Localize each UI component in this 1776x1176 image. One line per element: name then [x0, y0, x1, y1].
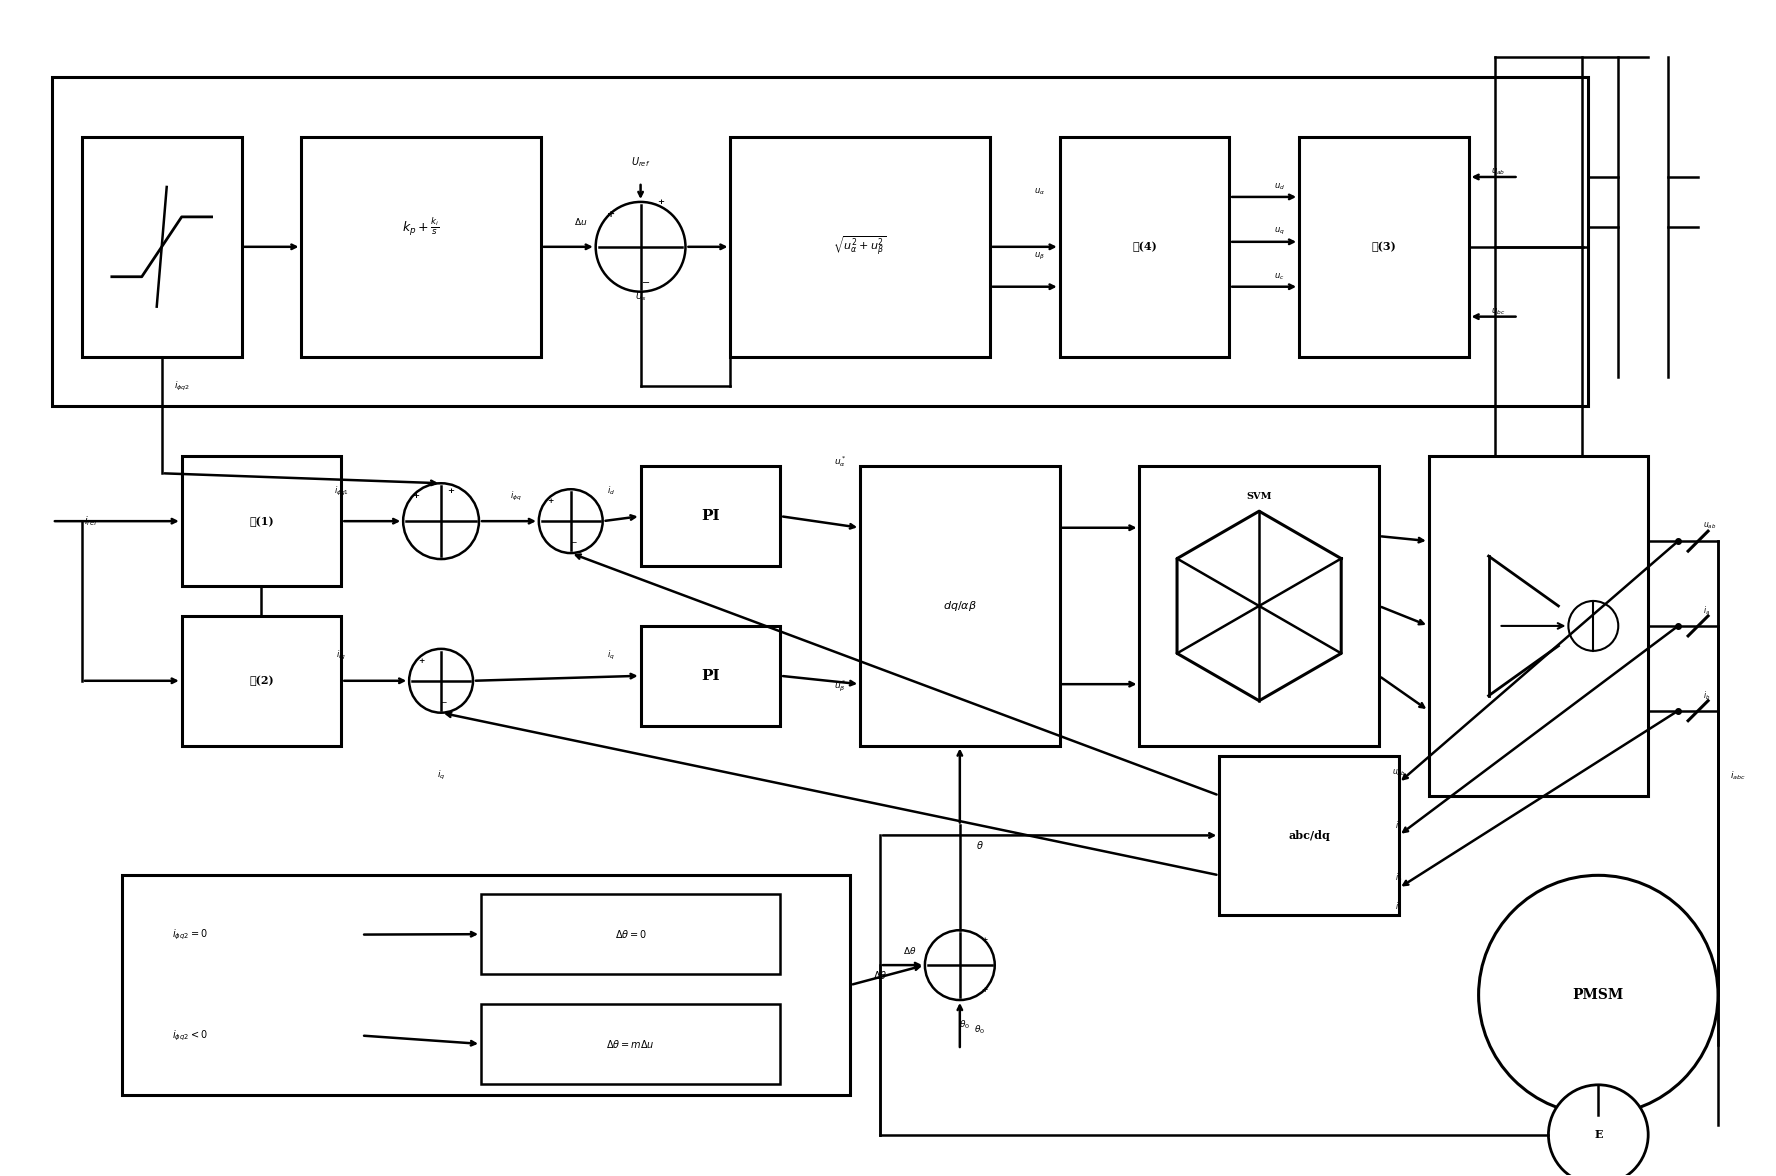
Text: $i_b$: $i_b$ [1703, 689, 1710, 702]
Bar [730, 138, 989, 356]
Text: $\Delta\theta$: $\Delta\theta$ [904, 944, 916, 956]
Bar [1298, 138, 1469, 356]
Text: $dq/\alpha\beta$: $dq/\alpha\beta$ [943, 599, 977, 613]
Text: +: + [412, 493, 419, 500]
Circle shape [403, 483, 480, 559]
Text: $i_a$: $i_a$ [1396, 820, 1403, 831]
Circle shape [408, 649, 472, 713]
Text: PI: PI [702, 669, 719, 683]
Text: +: + [448, 487, 455, 495]
Text: $u_{ab}$: $u_{ab}$ [1703, 521, 1716, 532]
Circle shape [1568, 601, 1618, 650]
Text: +: + [547, 497, 554, 506]
Circle shape [1549, 1084, 1648, 1176]
Text: $U_{ref}$: $U_{ref}$ [630, 155, 650, 169]
Bar [641, 467, 780, 566]
Text: $i_{\phi q}$: $i_{\phi q}$ [510, 489, 522, 503]
Text: $u_{bc}$: $u_{bc}$ [1492, 307, 1506, 316]
Text: $i_{\phi q2}$: $i_{\phi q2}$ [174, 380, 190, 393]
Text: +: + [982, 936, 987, 944]
Text: $\sqrt{u_\alpha^2+u_\beta^2}$: $\sqrt{u_\alpha^2+u_\beta^2}$ [833, 235, 886, 259]
Text: $-$: $-$ [570, 537, 577, 546]
Bar [302, 138, 542, 356]
Text: $u_d$: $u_d$ [1273, 182, 1284, 192]
Text: $\Delta\theta=0$: $\Delta\theta=0$ [614, 928, 646, 940]
Bar [1218, 756, 1399, 915]
Text: +: + [417, 657, 424, 664]
Text: abc/dq: abc/dq [1288, 830, 1330, 841]
Bar [1428, 456, 1648, 795]
Bar [181, 616, 341, 746]
Text: $u_q$: $u_q$ [1273, 226, 1284, 238]
Text: $\Delta\theta$: $\Delta\theta$ [872, 969, 888, 981]
Circle shape [1479, 875, 1717, 1115]
Text: $i_{ref}$: $i_{ref}$ [85, 514, 99, 528]
Text: 式(3): 式(3) [1371, 241, 1396, 253]
Text: $-$: $-$ [641, 278, 650, 286]
Text: PI: PI [702, 509, 719, 523]
Text: $i_d$: $i_d$ [607, 485, 614, 497]
Text: +: + [982, 985, 987, 994]
Bar [82, 138, 242, 356]
Text: $\theta$: $\theta$ [975, 840, 984, 851]
Bar [181, 456, 341, 586]
Bar [481, 1004, 780, 1084]
Text: $U_s$: $U_s$ [634, 290, 646, 303]
Circle shape [595, 202, 686, 292]
Bar [1140, 467, 1378, 746]
Text: SVM: SVM [1247, 492, 1272, 501]
Bar [481, 894, 780, 974]
Text: $i_{abc}$: $i_{abc}$ [1730, 769, 1746, 782]
Text: $u_c$: $u_c$ [1273, 272, 1284, 282]
Text: $i_{\phi q1}$: $i_{\phi q1}$ [334, 485, 348, 497]
Text: $i_{\phi q2}<0$: $i_{\phi q2}<0$ [172, 1028, 208, 1043]
Text: $i_c$: $i_c$ [1396, 901, 1403, 914]
Bar [860, 467, 1060, 746]
Text: $i_b$: $i_b$ [1396, 871, 1403, 884]
Text: +: + [607, 211, 614, 220]
Text: $\Delta u$: $\Delta u$ [574, 216, 588, 227]
Bar [641, 626, 780, 726]
Text: PMSM: PMSM [1574, 988, 1623, 1002]
Circle shape [925, 930, 995, 1000]
Text: $u_\beta$: $u_\beta$ [1034, 252, 1044, 262]
Text: $u_{ab}$: $u_{ab}$ [1492, 167, 1506, 178]
Text: $u_\alpha^*$: $u_\alpha^*$ [835, 454, 847, 469]
Text: $u_\alpha$: $u_\alpha$ [1034, 187, 1046, 198]
Text: $i_q$: $i_q$ [437, 769, 446, 782]
Text: $\Delta\theta=m\Delta u$: $\Delta\theta=m\Delta u$ [606, 1038, 655, 1050]
Text: 式(4): 式(4) [1131, 241, 1156, 253]
Text: $i_{rq}$: $i_{rq}$ [336, 649, 346, 662]
Text: $i_q$: $i_q$ [607, 649, 614, 662]
Text: $i_a$: $i_a$ [1703, 604, 1710, 617]
Text: $u_\beta^*$: $u_\beta^*$ [835, 679, 847, 694]
Text: 式(1): 式(1) [249, 515, 274, 527]
Text: $i_{\phi q2}=0$: $i_{\phi q2}=0$ [172, 928, 208, 942]
Text: 式(2): 式(2) [249, 675, 274, 687]
Text: E: E [1595, 1129, 1602, 1141]
Text: $\theta_0$: $\theta_0$ [975, 1023, 986, 1036]
Text: $-$: $-$ [440, 696, 448, 704]
Bar [123, 875, 851, 1095]
Text: $k_p+\frac{k_i}{s}$: $k_p+\frac{k_i}{s}$ [403, 216, 440, 238]
Bar [52, 78, 1588, 407]
Bar [1060, 138, 1229, 356]
Circle shape [538, 489, 602, 553]
Text: $\theta_0$: $\theta_0$ [959, 1018, 970, 1031]
Text: +: + [657, 198, 664, 206]
Text: $u_{ab}$: $u_{ab}$ [1392, 768, 1405, 779]
